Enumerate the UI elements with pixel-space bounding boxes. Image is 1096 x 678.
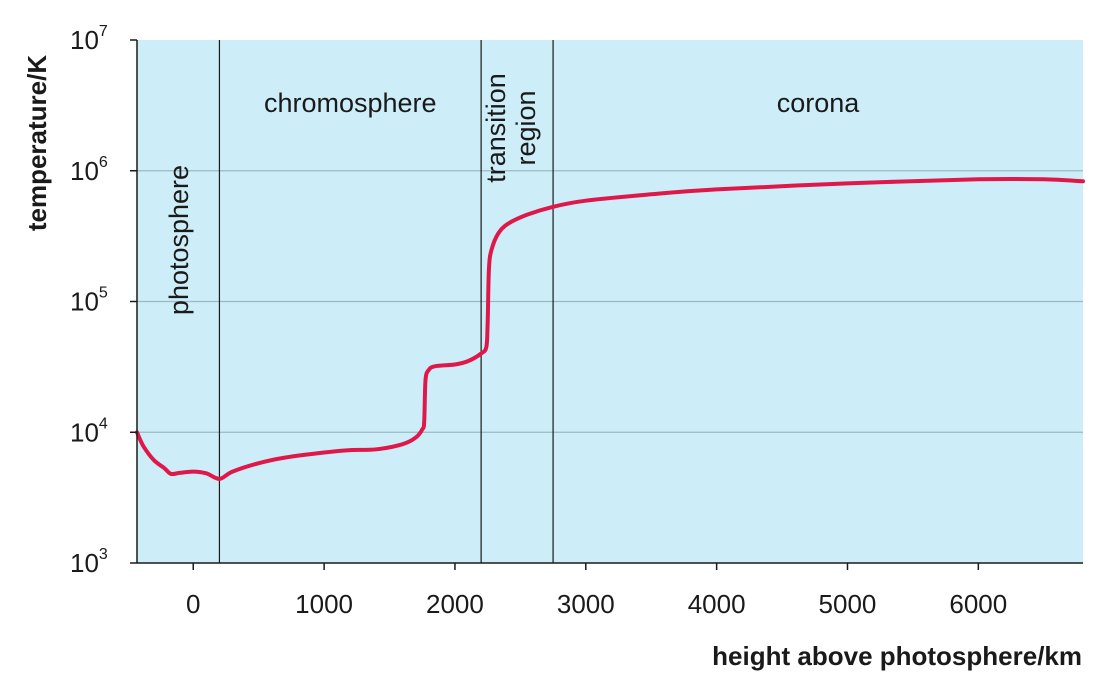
- x-tick-label: 5000: [819, 589, 877, 619]
- region-label: chromosphere: [264, 88, 437, 118]
- x-tick-label: 2000: [426, 589, 484, 619]
- y-tick-label: 105: [70, 285, 108, 317]
- x-tick-label: 6000: [949, 589, 1007, 619]
- y-tick-label: 107: [70, 23, 108, 55]
- gridlines: [137, 170, 1083, 433]
- region-label: corona: [777, 88, 861, 118]
- y-axis-title: temperature/K: [22, 55, 52, 231]
- temperature-curve: [135, 176, 1085, 481]
- region-label: region: [511, 90, 541, 165]
- region-dividers: photosphere chromosphere transition region c…: [164, 40, 860, 563]
- region-label: photosphere: [164, 165, 194, 315]
- x-tick-label: 3000: [557, 589, 615, 619]
- y-tick-label: 104: [70, 415, 108, 447]
- x-tick-label: 4000: [688, 589, 746, 619]
- y-tick-label: 106: [70, 154, 108, 186]
- x-axis-title: height above photosphere/km: [712, 641, 1082, 671]
- tick-labels: 0 1000 2000 3000 4000 5000 6000 103 104 105 106 107: [70, 23, 1007, 619]
- y-tick-label: 103: [70, 546, 108, 578]
- x-tick-label: 0: [186, 589, 200, 619]
- x-tick-label: 1000: [295, 589, 353, 619]
- region-label: transition: [481, 73, 511, 183]
